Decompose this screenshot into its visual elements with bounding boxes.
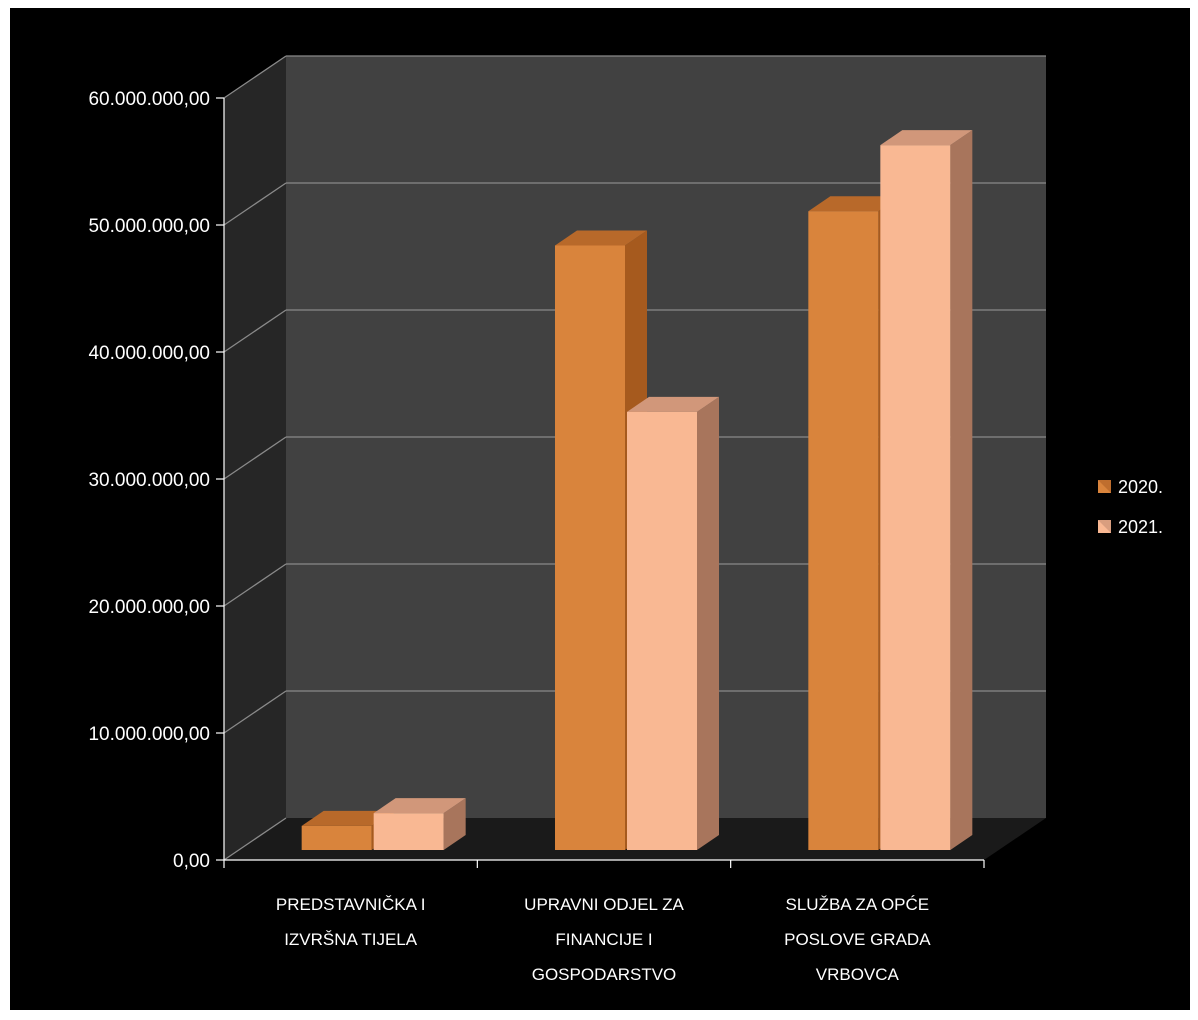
category-label-line: POSLOVE GRADA	[784, 930, 931, 949]
category-label-line: FINANCIJE I	[555, 930, 652, 949]
gridline-depth	[223, 690, 287, 734]
legend-label: 2021.	[1118, 517, 1163, 537]
bar-side	[950, 130, 973, 850]
bar-1-1	[627, 396, 719, 850]
category-label-line: GOSPODARSTVO	[532, 965, 677, 984]
bar-front	[627, 411, 697, 850]
bar-top	[627, 396, 719, 412]
bar-side	[697, 396, 719, 850]
gridline-depth	[223, 563, 287, 607]
bar-0-1	[373, 798, 466, 850]
legend-label: 2020.	[1118, 477, 1163, 497]
legend-item-1: 2021.	[1098, 517, 1163, 537]
category-label-line: PREDSTAVNIČKA I	[276, 895, 426, 914]
category-label-line: SLUŽBA ZA OPĆE	[786, 895, 930, 914]
gridline-depth	[223, 182, 287, 226]
category-label: PREDSTAVNIČKA I IZVRŠNA TIJELA	[276, 895, 426, 949]
y-tick-label: 30.000.000,00	[88, 470, 210, 491]
category-label-line: IZVRŠNA TIJELA	[284, 930, 418, 949]
bar-top	[373, 798, 466, 814]
category-label: SLUŽBA ZA OPĆE POSLOVE GRADA VRBOVCA	[784, 895, 931, 984]
bar-front	[808, 211, 879, 850]
legend-swatch-shade	[1098, 520, 1111, 533]
chart-frame: 0,00 10.000.000,00 20.000.000,00 30.000.000…	[10, 8, 1190, 1010]
bar-front	[373, 813, 444, 850]
category-label-line: UPRAVNI ODJEL ZA	[524, 895, 684, 914]
y-tick-label: 0,00	[173, 851, 210, 872]
bar-front	[880, 145, 951, 850]
category-label: UPRAVNI ODJEL ZA FINANCIJE I GOSPODARSTVO	[524, 895, 684, 984]
gridline-depth	[223, 55, 287, 99]
gridline-depth	[223, 817, 287, 861]
y-tick-labels: 0,00 10.000.000,00 20.000.000,00 30.000.000…	[88, 89, 210, 872]
bar-top	[555, 230, 647, 246]
y-tick-label: 40.000.000,00	[88, 343, 210, 364]
category-label-line: VRBOVCA	[816, 965, 900, 984]
y-tick-label: 60.000.000,00	[88, 89, 210, 110]
bar-2-1	[880, 130, 973, 850]
legend-swatch-shade	[1098, 480, 1111, 493]
bar-chart: 0,00 10.000.000,00 20.000.000,00 30.000.000…	[88, 55, 1163, 984]
bar-top	[808, 196, 901, 212]
bar-side	[443, 798, 466, 850]
bar-front	[301, 825, 372, 850]
legend: 2020. 2021.	[1098, 477, 1163, 537]
bar-front	[555, 245, 625, 851]
axes	[216, 97, 985, 868]
y-tick-label: 50.000.000,00	[88, 216, 210, 237]
y-tick-label: 20.000.000,00	[88, 597, 210, 618]
legend-item-0: 2020.	[1098, 477, 1163, 497]
gridline-depth	[223, 436, 287, 480]
gridline-depth	[223, 309, 287, 353]
bar-top	[880, 130, 973, 146]
bars	[301, 130, 973, 851]
bar-top	[301, 810, 394, 826]
y-tick-label: 10.000.000,00	[88, 724, 210, 745]
category-labels: PREDSTAVNIČKA I IZVRŠNA TIJELA UPRAVNI ODJ…	[276, 895, 931, 984]
